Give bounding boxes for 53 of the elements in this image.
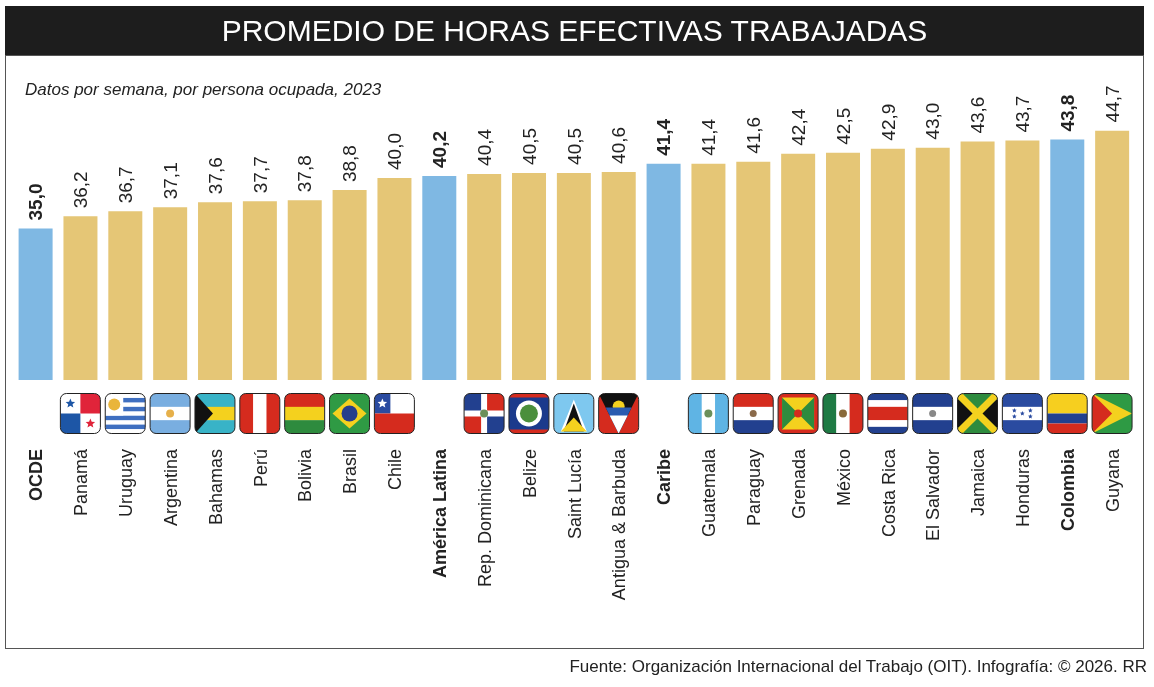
data-label: 37,6 [204,157,226,195]
data-label: 36,7 [114,166,136,204]
x-tick-label: Guatemala [699,448,720,538]
data-label: 41,4 [653,118,675,156]
x-tick-label: Argentina [160,448,181,527]
data-label: 40,2 [428,130,450,168]
data-label: 35,0 [25,183,47,221]
x-tick-label: Rep. Dominicana [474,448,495,588]
x-tick-label: Guyana [1102,448,1123,513]
data-label: 40,5 [563,127,585,165]
data-label: 43,6 [967,96,989,134]
data-label: 36,2 [70,171,92,209]
x-tick-label: América Latina [430,448,451,579]
x-tick-label: Caribe [654,449,675,506]
data-label: 43,7 [1012,95,1034,133]
x-tick-label: Antigua & Barbuda [609,448,630,601]
data-label: 41,6 [742,116,764,154]
x-tick-label: Bolivia [295,448,316,503]
chart-title: PROMEDIO DE HORAS EFECTIVAS TRABAJADAS [5,6,1144,55]
x-tick-label: Colombia [1058,448,1079,532]
data-label: 41,4 [698,118,720,156]
x-tick-label: Panamá [71,448,92,517]
x-tick-label: Honduras [1013,449,1034,528]
x-tick-label: Uruguay [116,449,137,518]
data-label: 42,4 [787,108,809,146]
data-label: 40,0 [384,132,406,170]
x-tick-label: Saint Lucía [564,448,585,540]
data-label: 40,5 [518,127,540,165]
x-tick-label: Chile [385,449,406,491]
x-tick-label: México [833,449,854,507]
data-label: 37,8 [294,155,316,193]
x-tick-label: Belize [519,449,540,499]
data-label: 44,7 [1101,85,1123,123]
data-label: 40,6 [608,126,630,164]
x-tick-label: Grenada [788,448,809,520]
data-label: 42,9 [877,103,899,141]
data-label: 40,4 [473,128,495,166]
data-label: 43,0 [922,102,944,140]
x-tick-label: Bahamas [205,449,226,526]
x-tick-label: Perú [250,449,271,488]
x-tick-label: El Salvador [923,449,944,542]
x-tick-label: Costa Rica [878,448,899,538]
x-tick-label: Paraguay [744,449,765,527]
chart-subtitle: Datos por semana, por persona ocupada, 2023 [25,80,382,100]
source-note: Fuente: Organización Internacional del Trabajo (OIT). Infografía: © 2026. RR [569,657,1147,677]
data-label: 37,7 [249,156,271,194]
data-label: 43,8 [1056,94,1078,132]
x-tick-label: OCDE [26,449,47,502]
data-label: 38,8 [339,145,361,183]
data-label: 42,5 [832,107,854,145]
x-tick-label: Jamaica [968,448,989,517]
x-tick-label: Brasil [340,449,361,495]
data-label: 37,1 [159,162,181,200]
